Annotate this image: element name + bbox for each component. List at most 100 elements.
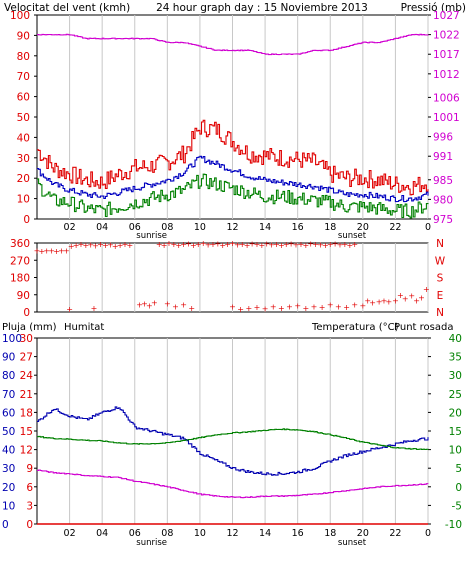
- direction-point: +: [83, 241, 90, 250]
- direction-point: +: [188, 304, 195, 313]
- direction-point: +: [87, 241, 94, 250]
- direction-point: +: [317, 241, 324, 250]
- direction-point: +: [146, 301, 153, 310]
- x-tick-label: 10: [194, 528, 206, 539]
- humidity-tick-label: 50: [2, 426, 15, 438]
- direction-point: +: [200, 239, 207, 248]
- direction-point: +: [337, 241, 344, 250]
- rain-tick-label: 9: [26, 463, 33, 475]
- direction-point: +: [136, 300, 143, 309]
- chart-title: 24 hour graph day : 15 Noviembre 2013: [156, 2, 368, 14]
- x-tick-label: 10: [194, 222, 206, 233]
- direction-point: +: [423, 285, 430, 294]
- direction-point: +: [332, 239, 339, 248]
- direction-point: +: [39, 247, 46, 256]
- direction-point: +: [92, 241, 99, 250]
- pressure-tick-label: 985: [433, 175, 453, 187]
- direction-point: +: [307, 239, 314, 248]
- wind-speed-tick-label: 40: [17, 132, 30, 144]
- humidity-tick-label: 90: [2, 352, 15, 364]
- pressure-tick-label: 1001: [433, 112, 460, 124]
- rain-tick-label: 15: [20, 426, 33, 438]
- direction-tick-label: 360: [10, 238, 30, 250]
- x-tick-label: 22: [389, 528, 401, 539]
- direction-point: +: [122, 240, 129, 249]
- rain-tick-label: 24: [20, 370, 34, 382]
- wind-pressure-panel: 0102030405060708090100975980985991996100…: [10, 10, 460, 241]
- direction-point: +: [294, 301, 301, 310]
- x-tick-label: 04: [96, 222, 108, 233]
- direction-point: +: [302, 241, 309, 250]
- direction-point: +: [376, 297, 383, 306]
- rain-tick-label: 21: [20, 389, 33, 401]
- direction-point: +: [351, 300, 358, 309]
- direction-point: +: [369, 298, 376, 307]
- direction-point: +: [229, 239, 236, 248]
- direction-point: +: [283, 240, 290, 249]
- compass-label: W: [435, 255, 446, 267]
- direction-point: +: [327, 300, 334, 309]
- wind-speed-tick-label: 50: [17, 112, 30, 124]
- wind-speed-tick-label: 60: [17, 92, 30, 104]
- rain-tick-label: 30: [20, 333, 33, 345]
- compass-label: E: [437, 290, 444, 302]
- direction-point: +: [270, 302, 277, 311]
- direction-point: +: [68, 242, 75, 251]
- direction-tick-label: 90: [17, 290, 30, 302]
- pressure-tick-label: 980: [433, 194, 453, 206]
- direction-point: +: [48, 246, 55, 255]
- direction-point: +: [73, 241, 80, 250]
- x-tick-label: 22: [389, 222, 401, 233]
- humidity-tick-label: 80: [2, 370, 15, 382]
- direction-point: +: [141, 299, 148, 308]
- compass-label: N: [436, 238, 444, 250]
- direction-point: +: [402, 295, 409, 304]
- direction-point: +: [278, 241, 285, 250]
- rain-tick-label: 6: [26, 482, 33, 494]
- direction-point: +: [66, 305, 73, 314]
- direction-point: +: [244, 241, 251, 250]
- direction-point: +: [351, 240, 358, 249]
- temperature-tick-label: -10: [445, 519, 462, 531]
- direction-point: +: [91, 304, 98, 313]
- temperature-tick-label: 0: [455, 482, 462, 494]
- x-tick-label: 0: [425, 528, 431, 539]
- x-tick-label: 02: [64, 528, 76, 539]
- direction-point: +: [112, 242, 119, 251]
- humidity-tick-label: 70: [2, 389, 15, 401]
- series-wind-gust: [37, 119, 429, 196]
- direction-point: +: [335, 302, 342, 311]
- pressure-axis-title: Pressió (mb): [401, 2, 466, 14]
- series-wind-avg: [37, 155, 429, 203]
- direction-point: +: [413, 297, 420, 306]
- direction-point: +: [302, 304, 309, 313]
- x-tick-label: 14: [259, 528, 271, 539]
- direction-point: +: [312, 240, 319, 249]
- wind-speed-tick-label: 20: [17, 173, 30, 185]
- direction-point: +: [288, 239, 295, 248]
- sun-annotation: sunrise: [136, 231, 167, 241]
- series-humidity: [37, 406, 429, 476]
- rain-tick-label: 27: [20, 352, 33, 364]
- compass-label: S: [437, 273, 444, 285]
- direction-point: +: [172, 302, 179, 311]
- direction-point: +: [319, 303, 326, 312]
- direction-point: +: [392, 297, 399, 306]
- direction-point: +: [342, 240, 349, 249]
- wind-speed-tick-label: 80: [17, 51, 30, 63]
- x-tick-label: 06: [129, 528, 141, 539]
- direction-tick-label: 180: [10, 273, 30, 285]
- temperature-tick-label: 15: [449, 426, 462, 438]
- direction-point: +: [245, 304, 252, 313]
- temperature-tick-label: 25: [449, 389, 462, 401]
- x-tick-label: 08: [161, 222, 173, 233]
- direction-point: +: [53, 247, 60, 256]
- direction-tick-label: 270: [10, 255, 30, 267]
- temperature-axis-title: Temperatura (°C): [311, 322, 399, 333]
- x-tick-label: 14: [259, 222, 271, 233]
- humidity-tick-label: 30: [2, 463, 15, 475]
- temperature-tick-label: 10: [449, 445, 462, 457]
- sun-annotation: sunset: [338, 538, 367, 548]
- direction-point: +: [185, 239, 192, 248]
- wind-speed-tick-label: 70: [17, 71, 30, 83]
